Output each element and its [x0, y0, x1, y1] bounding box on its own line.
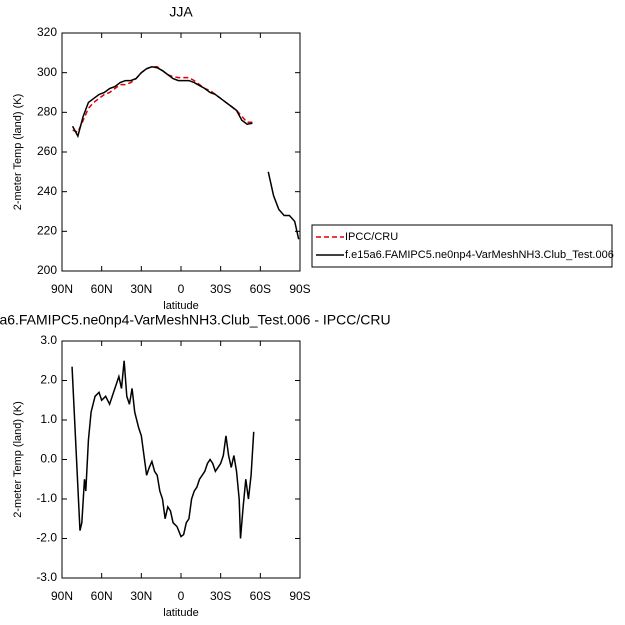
data-line	[72, 65, 253, 134]
data-line	[71, 360, 255, 539]
x-tick-label: 0	[178, 589, 185, 603]
y-tick-label: -3.0	[36, 570, 57, 584]
x-tick-label: 30S	[210, 282, 231, 296]
x-tick-label: 30N	[130, 282, 152, 296]
y-tick-label: 1.0	[40, 412, 57, 426]
y-axis-label: 2-meter Temp (land) (K)	[12, 94, 24, 211]
y-tick-label: 200	[37, 263, 57, 277]
x-tick-label: 90N	[51, 589, 73, 603]
x-tick-label: 90N	[51, 282, 73, 296]
x-tick-label: 60N	[91, 589, 113, 603]
x-tick-label: 30N	[130, 589, 152, 603]
y-tick-label: 260	[37, 144, 57, 158]
y-tick-label: -2.0	[36, 531, 57, 545]
legend-label: f.e15a6.FAMIPC5.ne0np4-VarMeshNH3.Club_T…	[345, 249, 614, 261]
data-line	[71, 65, 300, 240]
y-tick-label: 300	[37, 65, 57, 79]
y-tick-label: 280	[37, 105, 57, 119]
x-tick-label: 90S	[289, 282, 310, 296]
plot-frame	[61, 32, 301, 272]
legend-box	[311, 224, 613, 268]
x-tick-label: 30S	[210, 589, 231, 603]
y-tick-label: 3.0	[40, 333, 57, 347]
x-axis-label: latitude	[163, 300, 198, 312]
x-tick-label: 60S	[250, 282, 271, 296]
x-tick-label: 60S	[250, 589, 271, 603]
chart-title: a6.FAMIPC5.ne0np4-VarMeshNH3.Club_Test.0…	[0, 312, 391, 328]
y-tick-label: 320	[37, 25, 57, 39]
chart-title: JJA	[169, 4, 193, 20]
y-axis-label: 2-meter Temp (land) (K)	[12, 401, 24, 518]
y-tick-label: 220	[37, 224, 57, 238]
y-tick-label: -1.0	[36, 491, 57, 505]
x-tick-label: 90S	[289, 589, 310, 603]
legend-label: IPCC/CRU	[345, 231, 398, 243]
x-tick-label: 60N	[91, 282, 113, 296]
x-axis-label: latitude	[163, 607, 198, 619]
y-tick-label: 240	[37, 184, 57, 198]
y-tick-label: 2.0	[40, 373, 57, 387]
x-tick-label: 0	[178, 282, 185, 296]
y-tick-label: 0.0	[40, 452, 57, 466]
plot-frame	[61, 340, 301, 579]
